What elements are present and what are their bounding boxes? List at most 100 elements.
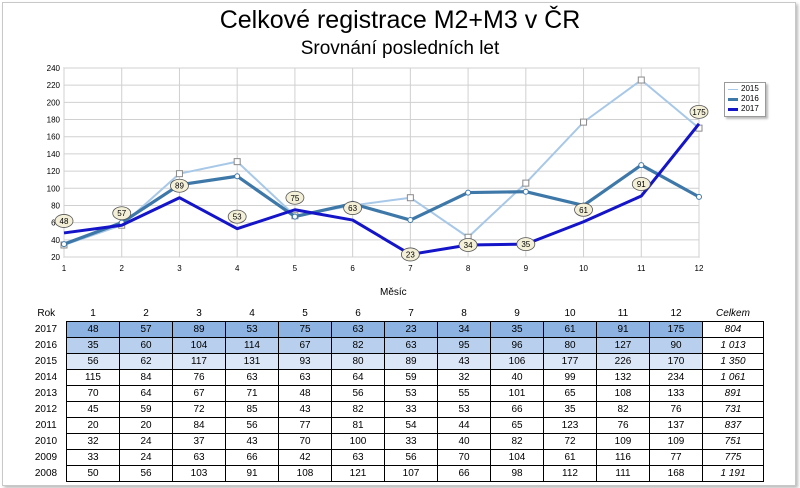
legend-swatch [728,108,738,111]
row-total: 891 [702,385,764,402]
table-cell: 34 [437,321,491,338]
table-cell: 71 [225,385,279,402]
header-month: 12 [670,308,682,319]
header-total: Celkem [716,308,750,319]
x-tick-label: 7 [408,264,413,273]
table-cell: 33 [66,449,120,466]
table-cell: 84 [172,417,226,434]
table-row: 2015 56 62 117 131 93 80 89 43 106 177 226 170 1 350 [26,353,764,370]
table-cell: 95 [437,337,491,354]
table-cell: 175 [649,321,703,338]
table-cell: 50 [66,465,120,482]
data-label-2017: 75 [290,194,299,203]
data-label-bubble [54,214,74,228]
data-label-2017: 89 [175,182,184,191]
table-cell: 61 [543,449,597,466]
data-label-bubble [631,177,651,191]
table-cell: 67 [172,385,226,402]
table-cell: 42 [278,449,332,466]
y-tick-label: 20 [51,253,60,262]
table-cell: 76 [596,417,650,434]
table-cell: 37 [172,433,226,450]
x-tick-label: 2 [120,264,125,273]
table-cell: 64 [119,385,173,402]
table-cell: 62 [119,353,173,370]
header-month: 4 [249,308,255,319]
x-tick-label: 4 [235,264,240,273]
row-year: 2011 [35,420,57,431]
table-cell: 81 [331,417,385,434]
table-cell: 54 [384,417,438,434]
table-cell: 121 [331,465,385,482]
data-label-bubble [516,237,536,252]
table-cell: 35 [543,401,597,418]
series-line-2015 [63,79,700,246]
table-cell: 108 [278,465,332,482]
y-tick-label: 140 [47,150,61,159]
table-cell: 177 [543,353,597,370]
row-total: 804 [702,321,764,338]
table-cell: 72 [172,401,226,418]
table-cell: 77 [649,449,703,466]
table-cell: 132 [596,369,650,386]
data-label-bubble [458,238,478,252]
header-month: 9 [514,308,520,319]
y-tick-label: 40 [51,236,60,245]
table-cell: 82 [490,433,544,450]
row-year: 2013 [34,388,58,399]
data-label-bubble [285,190,305,205]
table-row: 2016 35 60 104 114 67 82 63 95 96 80 127 90 1 013 [26,337,764,354]
table-cell: 109 [649,433,703,450]
header-month: 10 [564,308,576,319]
x-tick-label: 6 [350,264,355,273]
table-cell: 103 [172,465,226,482]
table-cell: 89 [172,321,226,338]
chart-subtitle: Srovnání posledních let [300,38,500,59]
data-point-2015 [406,194,414,202]
table-cell: 127 [596,337,650,354]
table-cell: 168 [649,465,703,482]
header-rok: Rok [37,308,56,320]
table-cell: 35 [490,321,544,338]
table-cell: 82 [596,401,650,418]
table-cell: 234 [649,369,703,386]
table-cell: 55 [437,385,491,402]
row-year: 2016 [34,340,58,351]
table-cell: 57 [119,321,173,338]
data-label-2017: 57 [117,209,126,218]
table-cell: 75 [278,321,332,338]
table-cell: 133 [649,385,703,402]
data-label-bubble [689,104,709,119]
table-cell: 89 [384,353,438,370]
table-cell: 32 [66,433,120,450]
table-cell: 56 [384,449,438,466]
table-row: 2012 45 59 72 85 43 82 33 53 66 35 82 76 731 [26,401,764,418]
table-cell: 63 [331,321,385,338]
table-cell: 43 [278,401,332,418]
data-label-2017: 23 [406,250,415,259]
table-cell: 45 [66,401,120,418]
y-tick-label: 220 [47,81,61,90]
table-cell: 63 [384,337,438,354]
table-cell: 116 [596,449,650,466]
table-cell: 82 [331,401,385,418]
table-cell: 24 [119,433,173,450]
data-point-2016 [638,162,645,169]
data-label-2017: 91 [637,180,646,189]
table-cell: 63 [278,369,332,386]
data-label-bubble [343,201,363,215]
table-cell: 72 [543,433,597,450]
chart-title: Celkové registrace M2+M3 v ČR [219,6,581,34]
table-cell: 61 [543,321,597,338]
table-cell: 84 [119,369,173,386]
table-cell: 109 [596,433,650,450]
data-point-2016 [522,188,529,195]
y-tick-label: 100 [47,184,61,193]
table-cell: 66 [225,449,279,466]
table-cell: 56 [331,385,385,402]
y-tick-label: 120 [47,167,61,176]
table-cell: 76 [649,401,703,418]
data-label-2017: 53 [233,213,242,222]
table-row: 2014 115 84 76 63 63 64 59 32 40 99 132 234 1 061 [26,369,764,386]
